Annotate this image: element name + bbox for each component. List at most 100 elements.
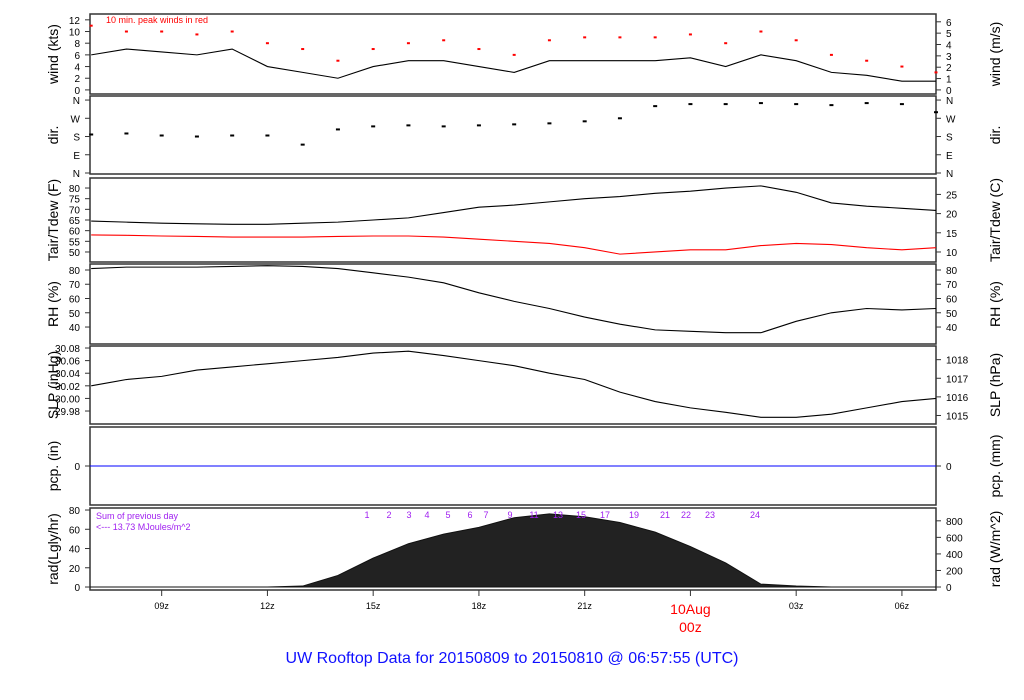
wind-dir-point xyxy=(758,102,763,105)
hour-label: 4 xyxy=(424,510,429,520)
hour-label: 13 xyxy=(553,510,563,520)
hour-label: 3 xyxy=(406,510,411,520)
y-axis-label-left: dir. xyxy=(45,126,61,145)
tick-label-left: 29.98 xyxy=(55,407,80,418)
wind-dir-point xyxy=(688,103,693,106)
wind-dir-point xyxy=(934,111,938,114)
hour-label: 1 xyxy=(364,510,369,520)
tick-label-right: 60 xyxy=(946,295,958,306)
wind-dir-point xyxy=(159,134,164,137)
tick-label-right: 50 xyxy=(946,309,958,320)
tick-label-right: 1017 xyxy=(946,374,969,385)
y-axis-label-left: Tair/Tdew (F) xyxy=(45,179,61,261)
x-tick-label: 18z xyxy=(472,601,487,611)
tick-label-right: 200 xyxy=(946,566,963,577)
tick-label-left: 65 xyxy=(69,216,81,227)
dewpoint-line xyxy=(91,234,937,255)
tick-label-left: 50 xyxy=(69,309,81,320)
wind-dir-point xyxy=(89,133,94,136)
wind-dir-point xyxy=(124,132,129,135)
wind-dir-point xyxy=(864,102,869,105)
tick-label-right: 600 xyxy=(946,533,963,544)
tick-label-right: S xyxy=(946,133,953,144)
wind-dir-point xyxy=(794,103,799,106)
tick-label-right: 10 xyxy=(946,248,958,259)
peak-wind-note: 10 min. peak winds in red xyxy=(106,15,208,25)
panel-frame xyxy=(89,345,937,425)
hour-label: 24 xyxy=(750,510,760,520)
x-tick-label: 06z xyxy=(895,601,910,611)
tick-label-right: 1015 xyxy=(946,411,969,422)
tick-label-right: E xyxy=(946,151,953,162)
hour-label: 5 xyxy=(445,510,450,520)
wind-dir-point xyxy=(723,103,728,106)
wind-dir-point xyxy=(441,125,446,128)
radiation-sum-note: Sum of previous day xyxy=(96,511,179,521)
tick-label-left: 40 xyxy=(69,323,81,334)
wind-dir-point xyxy=(547,122,552,125)
tick-label-right: 0 xyxy=(946,86,952,97)
x-tick-label: 21z xyxy=(577,601,592,611)
tick-label-left: 30.08 xyxy=(55,344,80,355)
x-tick-label: 12z xyxy=(260,601,275,611)
wind-dir-point xyxy=(265,134,270,137)
tick-label-left: 10 xyxy=(69,28,81,39)
tick-label-left: 60 xyxy=(69,295,81,306)
tick-label-right: N xyxy=(946,169,953,180)
hour-label: 23 xyxy=(705,510,715,520)
tick-label-right: 1 xyxy=(946,75,952,86)
panel-temp: Tair/Tdew (F) Tair/Tdew (C) 50556065707580… xyxy=(45,177,1003,263)
panel-pcp: pcp. (in) pcp. (mm) 0 0 xyxy=(45,426,1003,506)
wind-dir-point xyxy=(230,134,235,137)
tick-label-right: 800 xyxy=(946,517,963,528)
tick-label-left: 30.00 xyxy=(55,394,80,405)
y-axis-label-left: pcp. (in) xyxy=(45,441,61,492)
tick-label-left: 70 xyxy=(69,205,81,216)
y-axis-label-right: SLP (hPa) xyxy=(987,353,1003,417)
rh-line xyxy=(91,265,937,334)
tick-label-left: 30.02 xyxy=(55,382,80,393)
tick-label-left: 40 xyxy=(69,545,81,556)
tick-label-left: 0 xyxy=(74,86,80,97)
tick-label-left: 60 xyxy=(69,227,81,238)
panel-rad: rad(Lgly/hr) rad (W/m^2)02040608002004006… xyxy=(45,506,1003,594)
hour-label: 21 xyxy=(660,510,670,520)
temp-line xyxy=(91,185,937,225)
tick-label-left: 0 xyxy=(74,583,80,594)
radiation-sum-note: <--- 13.73 MJoules/m^2 xyxy=(96,522,191,532)
tick-label-left: 6 xyxy=(74,51,80,62)
radiation-area xyxy=(90,513,936,588)
panel-frame xyxy=(89,95,937,175)
tick-label-left: 60 xyxy=(69,525,81,536)
tick-label-left: 30.04 xyxy=(55,369,80,380)
tick-label-right: 400 xyxy=(946,550,963,561)
wind-dir-point xyxy=(194,135,199,138)
hour-label: 9 xyxy=(507,510,512,520)
wind-dir-point xyxy=(653,105,658,108)
hour-label: 22 xyxy=(681,510,691,520)
tick-label-left: 20 xyxy=(69,564,81,575)
tick-label-left: 75 xyxy=(69,195,81,206)
tick-label-right: 15 xyxy=(946,229,958,240)
tick-label-left: 55 xyxy=(69,237,81,248)
tick-label-left: 4 xyxy=(74,63,80,74)
tick-label-left: 80 xyxy=(69,266,81,277)
wind-dir-point xyxy=(406,124,411,127)
hour-label: 17 xyxy=(600,510,610,520)
tick-label-right: N xyxy=(946,96,953,107)
tick-label-right: 20 xyxy=(946,210,958,221)
panel-frame xyxy=(89,263,937,345)
tick-label-right: 25 xyxy=(946,190,958,201)
y-axis-label-right: pcp. (mm) xyxy=(987,435,1003,498)
hour-label: 2 xyxy=(386,510,391,520)
tick-label-right: 3 xyxy=(946,52,952,63)
tick-label-left: 8 xyxy=(74,39,80,50)
hour-label: 11 xyxy=(529,510,538,520)
panel-slp: SLP (inHg) SLP (hPa)29.9830.0030.0230.043… xyxy=(45,344,1003,425)
tick-label-left: 0 xyxy=(74,462,80,473)
tick-label-right: 0 xyxy=(946,462,952,473)
hour-label: 6 xyxy=(467,510,472,520)
tick-label-right: 70 xyxy=(946,280,958,291)
